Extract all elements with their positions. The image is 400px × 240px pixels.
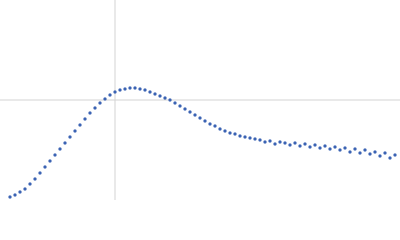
data-point	[323, 144, 327, 148]
data-point	[68, 135, 72, 139]
data-point	[368, 152, 372, 156]
data-point	[198, 116, 202, 120]
data-point	[123, 87, 127, 91]
data-point	[283, 141, 287, 145]
data-point	[208, 122, 212, 126]
data-point	[318, 146, 322, 150]
data-point	[93, 106, 97, 110]
data-point	[228, 131, 232, 135]
data-point	[358, 151, 362, 155]
data-point	[48, 159, 52, 163]
data-point	[128, 86, 132, 90]
data-point	[223, 129, 227, 133]
data-point	[263, 140, 267, 144]
data-point	[288, 143, 292, 147]
data-point	[193, 113, 197, 117]
data-point	[23, 187, 27, 191]
data-point	[143, 88, 147, 92]
data-point	[363, 148, 367, 152]
data-point	[113, 90, 117, 94]
data-point	[298, 144, 302, 148]
data-point	[78, 123, 82, 127]
data-point	[273, 142, 277, 146]
data-point	[63, 141, 67, 145]
data-point	[353, 147, 357, 151]
data-point	[103, 97, 107, 101]
data-point	[348, 150, 352, 154]
data-point	[88, 111, 92, 115]
data-point	[338, 148, 342, 152]
data-point	[43, 165, 47, 169]
data-point	[233, 132, 237, 136]
data-point	[158, 94, 162, 98]
data-point	[118, 88, 122, 92]
data-point	[393, 153, 397, 157]
data-point	[183, 107, 187, 111]
data-point	[53, 153, 57, 157]
data-point	[178, 104, 182, 108]
data-point	[38, 171, 42, 175]
chart	[0, 0, 400, 200]
data-point	[163, 96, 167, 100]
data-point	[278, 140, 282, 144]
data-point	[58, 147, 62, 151]
data-point	[168, 98, 172, 102]
data-point	[108, 93, 112, 97]
data-point	[388, 156, 392, 160]
data-point	[373, 150, 377, 154]
data-point	[343, 146, 347, 150]
data-point	[333, 145, 337, 149]
data-point	[13, 193, 17, 197]
data-point	[248, 136, 252, 140]
data-point	[313, 143, 317, 147]
data-point	[148, 90, 152, 94]
data-point	[303, 142, 307, 146]
data-point	[188, 110, 192, 114]
data-point	[203, 119, 207, 123]
data-point	[378, 154, 382, 158]
data-point	[218, 127, 222, 131]
data-point	[243, 135, 247, 139]
data-point	[73, 129, 77, 133]
data-point	[293, 141, 297, 145]
data-point	[308, 145, 312, 149]
data-point	[98, 101, 102, 105]
data-point	[268, 139, 272, 143]
page: (() => { const data = JSON.parse(documen…	[0, 0, 400, 200]
data-point	[33, 177, 37, 181]
data-point	[8, 195, 12, 199]
data-point	[328, 147, 332, 151]
data-point	[253, 137, 257, 141]
data-point	[28, 182, 32, 186]
data-point	[133, 86, 137, 90]
data-point	[83, 117, 87, 121]
data-point	[213, 124, 217, 128]
data-point	[383, 151, 387, 155]
data-point	[138, 87, 142, 91]
data-point	[18, 190, 22, 194]
data-point	[173, 101, 177, 105]
data-point	[258, 138, 262, 142]
data-point	[153, 92, 157, 96]
data-point	[238, 134, 242, 138]
